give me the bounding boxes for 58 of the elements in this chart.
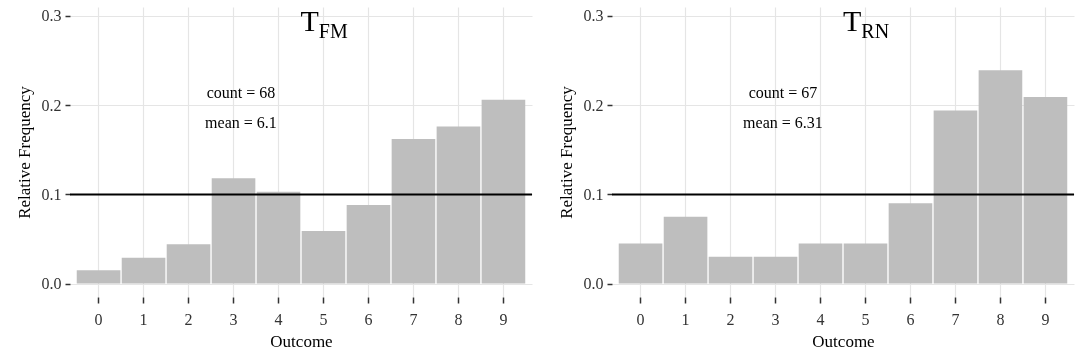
x-tick-label: 6 (906, 310, 915, 328)
y-tick-label: 0.1 (583, 185, 604, 203)
y-tick-label: 0.0 (583, 275, 604, 293)
x-tick-label: 1 (681, 310, 690, 328)
bar (978, 70, 1023, 284)
y-tick-label: 0.3 (583, 7, 604, 25)
chart-title: T$_{RN}$ (843, 4, 890, 43)
bar (888, 203, 933, 284)
bar (481, 99, 526, 284)
x-tick-label: 9 (499, 310, 508, 328)
bar (708, 256, 753, 284)
y-tick-label: 0.2 (583, 96, 604, 114)
bar (798, 243, 843, 284)
y-tick-label: 0.0 (41, 275, 62, 293)
x-tick-label: 4 (816, 310, 825, 328)
x-tick-label: 7 (951, 310, 960, 328)
chart-title: T$_{FM}$ (300, 4, 348, 43)
y-axis-title: Relative Frequency (14, 85, 34, 219)
y-tick-label: 0.3 (41, 7, 62, 25)
bar (121, 257, 166, 284)
bar (211, 178, 256, 284)
bar (1023, 97, 1068, 284)
x-tick-label: 6 (364, 310, 373, 328)
annotation: mean = 6.31 (743, 114, 823, 131)
x-tick-label: 0 (94, 310, 103, 328)
x-tick-label: 1 (139, 310, 148, 328)
annotation: count = 67 (748, 84, 818, 101)
x-tick-label: 0 (636, 310, 645, 328)
bar (346, 205, 391, 284)
x-tick-label: 3 (229, 310, 238, 328)
x-tick-label: 8 (996, 310, 1005, 328)
x-tick-label: 2 (726, 310, 735, 328)
bar (256, 191, 301, 284)
bar (618, 243, 663, 284)
x-axis-title: Outcome (270, 331, 333, 351)
annotation: mean = 6.1 (205, 114, 277, 131)
annotation: count = 68 (206, 84, 276, 101)
bar (76, 270, 121, 284)
bar (753, 256, 798, 284)
bar (663, 216, 708, 284)
y-axis-title: Relative Frequency (556, 85, 576, 219)
x-tick-label: 8 (454, 310, 463, 328)
x-tick-label: 9 (1041, 310, 1050, 328)
x-tick-label: 3 (771, 310, 780, 328)
bar (166, 244, 211, 284)
y-tick-label: 0.2 (41, 96, 62, 114)
x-axis-title: Outcome (812, 331, 875, 351)
y-tick-label: 0.1 (41, 185, 62, 203)
bar (391, 139, 436, 284)
x-tick-label: 7 (409, 310, 418, 328)
bar (843, 243, 888, 284)
bar (933, 110, 978, 284)
x-tick-label: 2 (184, 310, 193, 328)
x-tick-label: 5 (319, 310, 328, 328)
x-tick-label: 4 (274, 310, 283, 328)
x-tick-label: 5 (861, 310, 870, 328)
bar (301, 230, 346, 284)
bar (436, 126, 481, 284)
